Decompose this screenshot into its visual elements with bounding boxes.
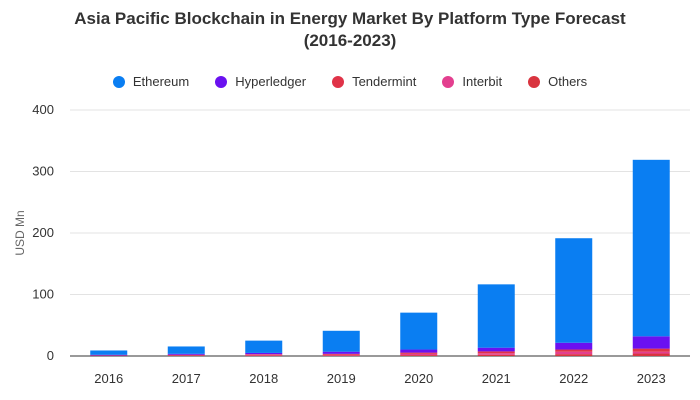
bar-segment-ethereum	[245, 340, 283, 353]
bar-segment-others	[555, 354, 593, 356]
bar-segment-tendermint	[167, 354, 205, 356]
x-tick-label: 2022	[559, 371, 588, 386]
legend-item[interactable]: Interbit	[442, 74, 502, 89]
bar-segment-hyperledger	[400, 349, 438, 353]
legend-item[interactable]: Others	[528, 74, 587, 89]
legend-marker	[442, 75, 455, 88]
legend-label: Hyperledger	[235, 74, 307, 89]
x-tick-label: 2023	[637, 371, 666, 386]
legend-marker	[528, 75, 541, 88]
legend-item[interactable]: Hyperledger	[215, 74, 306, 89]
bar-segment-others	[632, 353, 670, 356]
y-tick-label: 300	[32, 164, 54, 179]
legend-item[interactable]: Tendermint	[332, 74, 416, 89]
bar-segment-ethereum	[477, 284, 515, 348]
bar-segment-tendermint	[632, 348, 670, 352]
bar-segment-hyperledger	[167, 353, 205, 355]
bar-segment-others	[245, 355, 283, 356]
bar-segment-tendermint	[477, 351, 515, 354]
bar-segment-ethereum	[400, 312, 438, 350]
bar-segment-others	[322, 355, 360, 356]
x-tick-label: 2016	[94, 371, 123, 386]
bar-segment-hyperledger	[477, 347, 515, 352]
bar-segment-interbit	[245, 354, 283, 356]
chart-title: Asia Pacific Blockchain in Energy Market…	[0, 8, 700, 52]
bar-segment-hyperledger	[555, 342, 593, 350]
bar-segment-tendermint	[322, 353, 360, 355]
x-tick-label: 2019	[327, 371, 356, 386]
bar-segment-ethereum	[632, 159, 670, 337]
bar-segment-tendermint	[245, 354, 283, 355]
bar-segment-interbit	[400, 353, 438, 356]
legend-marker	[112, 75, 125, 88]
bar-segment-others	[477, 354, 515, 356]
bar-segment-others	[400, 355, 438, 356]
legend-label: Interbit	[462, 74, 503, 89]
legend-item[interactable]: Ethereum	[112, 74, 190, 89]
x-tick-label: 2018	[249, 371, 278, 386]
legend-label: Tendermint	[352, 74, 417, 89]
bar-segment-hyperledger	[322, 351, 360, 354]
bar-segment-hyperledger	[632, 336, 670, 349]
x-tick-label: 2021	[482, 371, 511, 386]
legend-marker	[332, 75, 345, 88]
y-tick-label: 400	[32, 102, 54, 117]
x-tick-label: 2020	[404, 371, 433, 386]
chart-title-line2: (2016-2023)	[303, 31, 397, 50]
bar-segment-interbit	[322, 354, 360, 356]
y-tick-label: 0	[47, 348, 54, 363]
bar-segment-hyperledger	[245, 352, 283, 355]
bar-segment-hyperledger	[90, 354, 128, 356]
legend: Ethereum Hyperledger Tendermint Interbit Oth…	[0, 74, 700, 89]
legend-label: Ethereum	[132, 74, 190, 89]
bar-segment-ethereum	[167, 346, 205, 354]
bar-segment-interbit	[477, 353, 515, 355]
y-tick-label: 100	[32, 287, 54, 302]
bar-segment-tendermint	[555, 349, 593, 352]
bar-segment-interbit	[632, 351, 670, 354]
chart-title-line1: Asia Pacific Blockchain in Energy Market…	[74, 9, 626, 28]
y-axis-label: USD Mn	[13, 210, 27, 255]
bar-segment-ethereum	[555, 238, 593, 343]
x-tick-label: 2017	[172, 371, 201, 386]
bar-segment-ethereum	[322, 330, 360, 352]
legend-label: Others	[548, 74, 588, 89]
bar-segment-tendermint	[400, 352, 438, 354]
y-tick-label: 200	[32, 225, 54, 240]
bar-segment-ethereum	[90, 350, 128, 355]
legend-marker	[215, 75, 228, 88]
bar-segment-interbit	[555, 351, 593, 355]
